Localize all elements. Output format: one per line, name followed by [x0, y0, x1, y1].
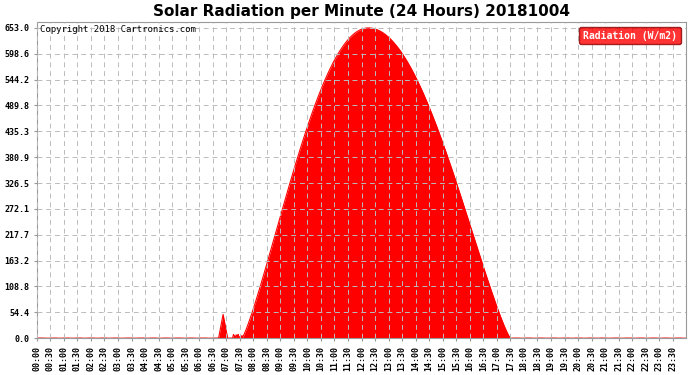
Legend: Radiation (W/m2): Radiation (W/m2): [579, 27, 681, 44]
Text: Copyright 2018 Cartronics.com: Copyright 2018 Cartronics.com: [40, 25, 196, 34]
Title: Solar Radiation per Minute (24 Hours) 20181004: Solar Radiation per Minute (24 Hours) 20…: [152, 4, 570, 19]
